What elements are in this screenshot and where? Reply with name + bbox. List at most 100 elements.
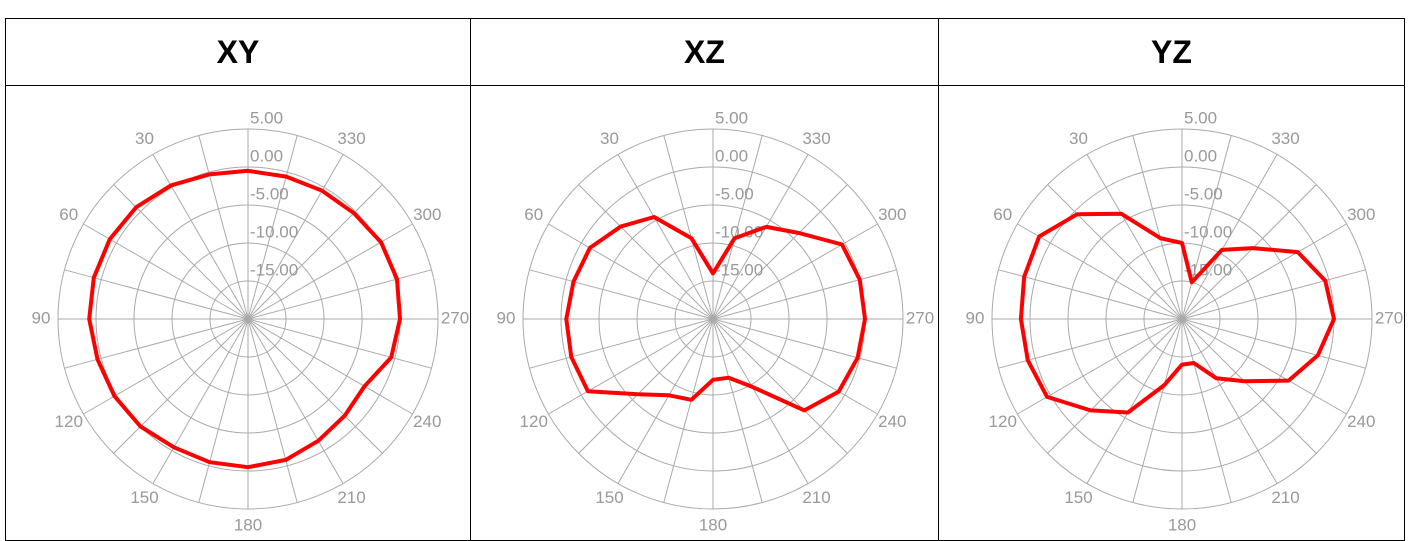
spoke xyxy=(663,318,714,503)
spoke xyxy=(663,135,714,320)
spoke xyxy=(198,135,249,320)
spoke xyxy=(247,318,413,415)
angle-label: 330 xyxy=(337,129,365,148)
chart-title: XZ xyxy=(684,33,725,70)
r-tick-label: -5.00 xyxy=(250,184,289,203)
angle-label: 120 xyxy=(989,412,1017,431)
r-tick-label: -5.00 xyxy=(715,184,754,203)
angle-label: 240 xyxy=(878,412,906,431)
angle-label: 90 xyxy=(966,308,985,327)
r-tick-label: 5.00 xyxy=(715,108,748,127)
angle-label: 180 xyxy=(234,515,262,534)
ring xyxy=(209,280,287,358)
angle-label: 270 xyxy=(906,308,934,327)
r-tick-label: -15.00 xyxy=(715,260,763,279)
spoke xyxy=(247,269,432,320)
spoke xyxy=(712,269,897,320)
spoke xyxy=(1086,318,1183,484)
angle-label: 330 xyxy=(1271,129,1299,148)
ring xyxy=(674,280,752,358)
spoke xyxy=(1181,184,1317,320)
spoke xyxy=(578,318,714,454)
angle-label: 60 xyxy=(993,205,1012,224)
r-tick-label: -10.00 xyxy=(715,222,763,241)
spoke xyxy=(712,318,809,484)
polar-chart: 30 60 90 120 150 180 210 240 270 300 330 5.00 0.00 -5… xyxy=(32,108,470,534)
r-tick-label: 5.00 xyxy=(1184,108,1217,127)
spoke xyxy=(247,318,432,369)
ring xyxy=(991,128,1373,510)
spoke xyxy=(1181,318,1278,484)
spoke xyxy=(529,318,714,369)
spoke xyxy=(1181,318,1347,415)
polar-chart: 30 60 90 120 150 180 210 240 270 300 330 5.00 0.00 -5… xyxy=(497,108,935,534)
spoke xyxy=(1181,223,1347,320)
angle-label: 120 xyxy=(55,412,83,431)
spoke xyxy=(64,318,249,369)
spoke xyxy=(1181,318,1232,503)
angle-label: 300 xyxy=(1347,205,1375,224)
spoke xyxy=(1017,318,1183,415)
spoke xyxy=(548,223,714,320)
chart-cell: 30 60 90 120 150 180 210 240 270 300 330 5.00 0.00 -5… xyxy=(470,85,939,541)
r-tick-label: 0.00 xyxy=(250,146,283,165)
r-tick-label: -15.00 xyxy=(250,260,298,279)
angle-label: 300 xyxy=(878,205,906,224)
angle-label: 150 xyxy=(1064,488,1092,507)
spoke xyxy=(1132,318,1183,503)
spoke xyxy=(1017,223,1183,320)
spoke xyxy=(617,154,714,320)
spoke xyxy=(1181,269,1366,320)
angle-label: 30 xyxy=(1069,129,1088,148)
angle-label: 120 xyxy=(520,412,548,431)
angle-label: 30 xyxy=(600,129,619,148)
angle-label: 300 xyxy=(413,205,441,224)
angle-label: 210 xyxy=(1271,488,1299,507)
angle-label: 150 xyxy=(595,488,623,507)
spoke xyxy=(152,318,249,484)
header-cell: XZ xyxy=(470,18,939,86)
spoke xyxy=(1181,318,1317,454)
spoke xyxy=(998,269,1183,320)
spoke xyxy=(712,318,848,454)
angle-label: 60 xyxy=(59,205,78,224)
chart-title: YZ xyxy=(1151,33,1192,70)
ring xyxy=(1143,280,1221,358)
r-tick-label: 0.00 xyxy=(1184,146,1217,165)
r-tick-label: -5.00 xyxy=(1184,184,1223,203)
pattern-line xyxy=(1018,211,1336,415)
spoke xyxy=(529,269,714,320)
angle-label: 330 xyxy=(802,129,830,148)
header-cell: XY xyxy=(5,18,471,86)
spoke xyxy=(247,223,413,320)
r-tick-label: -15.00 xyxy=(1184,260,1232,279)
spoke xyxy=(247,318,344,484)
r-tick-label: 5.00 xyxy=(250,108,283,127)
spoke xyxy=(1086,154,1183,320)
spoke xyxy=(578,184,714,320)
angle-label: 60 xyxy=(524,205,543,224)
r-tick-label: -10.00 xyxy=(1184,222,1232,241)
chart-cell: 30 60 90 120 150 180 210 240 270 300 330 5.00 0.00 -5… xyxy=(5,85,471,541)
ring xyxy=(522,128,904,510)
polar-chart: 30 60 90 120 150 180 210 240 270 300 330 5.00 0.00 -5… xyxy=(966,108,1404,534)
spoke xyxy=(113,318,249,454)
ring xyxy=(171,242,325,396)
angle-label: 210 xyxy=(337,488,365,507)
pattern-line xyxy=(564,215,867,413)
spoke xyxy=(247,318,298,503)
spoke xyxy=(152,154,249,320)
angle-label: 210 xyxy=(802,488,830,507)
spoke xyxy=(712,154,809,320)
angle-label: 90 xyxy=(32,308,51,327)
ring xyxy=(1067,204,1297,434)
chart-cell: 30 60 90 120 150 180 210 240 270 300 330 5.00 0.00 -5… xyxy=(938,85,1405,541)
ring xyxy=(57,128,439,510)
spoke xyxy=(1181,154,1278,320)
spoke xyxy=(247,135,298,320)
spoke xyxy=(247,184,383,320)
angle-label: 150 xyxy=(130,488,158,507)
spoke xyxy=(1132,135,1183,320)
ring xyxy=(636,242,790,396)
